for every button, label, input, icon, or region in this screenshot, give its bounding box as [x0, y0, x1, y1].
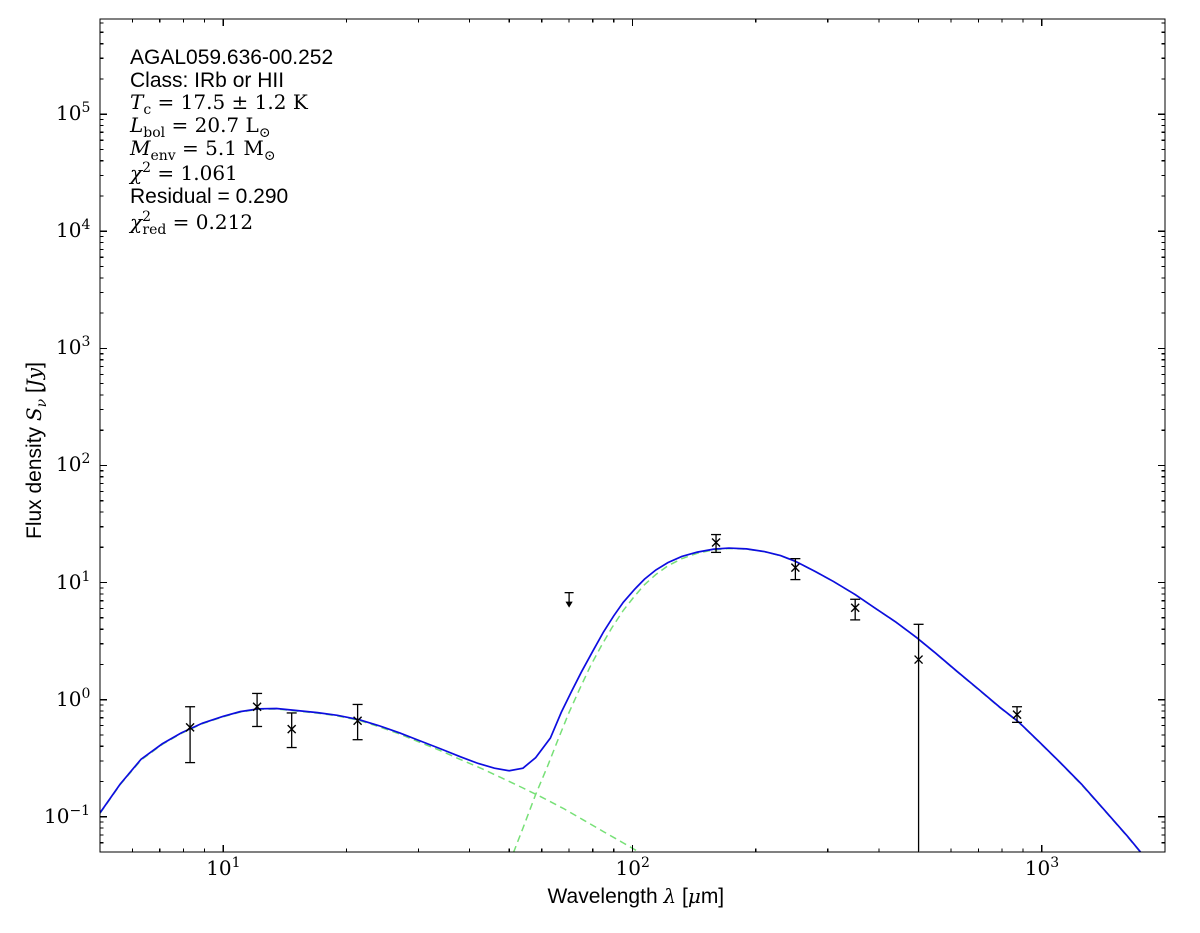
y-tick-label: 105 [56, 100, 91, 126]
data-points [185, 533, 1023, 851]
annotation-line-7: Residual = 0.290 [130, 185, 289, 208]
data-point-500um [913, 623, 924, 851]
y-tick-label: 10−1 [44, 802, 91, 828]
axis-ticks [100, 19, 1165, 852]
annotation-line-3: Tc = 17.5 ± 1.2 K [130, 90, 308, 118]
x-tick-label-1e2: 102 [615, 855, 650, 880]
annotation-line-4: Lbol = 20.7 L⊙ [130, 113, 271, 141]
data-point-250um [790, 558, 801, 581]
curve-model-total [100, 547, 1142, 852]
annotation-line-8: χ2red = 0.212 [130, 209, 254, 238]
x-axis-label: Wavelength λ [μm] [547, 884, 725, 908]
model-curves [100, 547, 1142, 852]
x-tick-label-1e1: 101 [206, 855, 241, 880]
y-tick-label: 103 [56, 334, 91, 360]
data-point-14.7um [286, 712, 297, 749]
y-tick-label: 100 [56, 685, 91, 711]
data-point-350um [850, 598, 861, 621]
y-tick-label: 102 [56, 451, 91, 477]
data-point-21.3um [352, 703, 363, 741]
upper-limit-arrow-icon [565, 601, 573, 608]
x-tick-label-1e3: 103 [1024, 855, 1060, 880]
annotation-line-2: Class: IRb or HII [130, 69, 285, 92]
data-point-70um [564, 592, 574, 608]
annotation-line-6: χ2 = 1.061 [130, 160, 238, 185]
y-tick-label: 101 [56, 568, 91, 594]
y-tick-label: 104 [56, 217, 91, 243]
annotation-line-1: AGAL059.636-00.252 [130, 46, 334, 69]
annotation-line-5: Menv = 5.1 M⊙ [130, 136, 276, 164]
data-point-8.3um [185, 706, 196, 764]
data-point-12.1um [252, 692, 263, 728]
data-point-870um [1012, 706, 1023, 724]
data-point-160um [711, 533, 722, 554]
